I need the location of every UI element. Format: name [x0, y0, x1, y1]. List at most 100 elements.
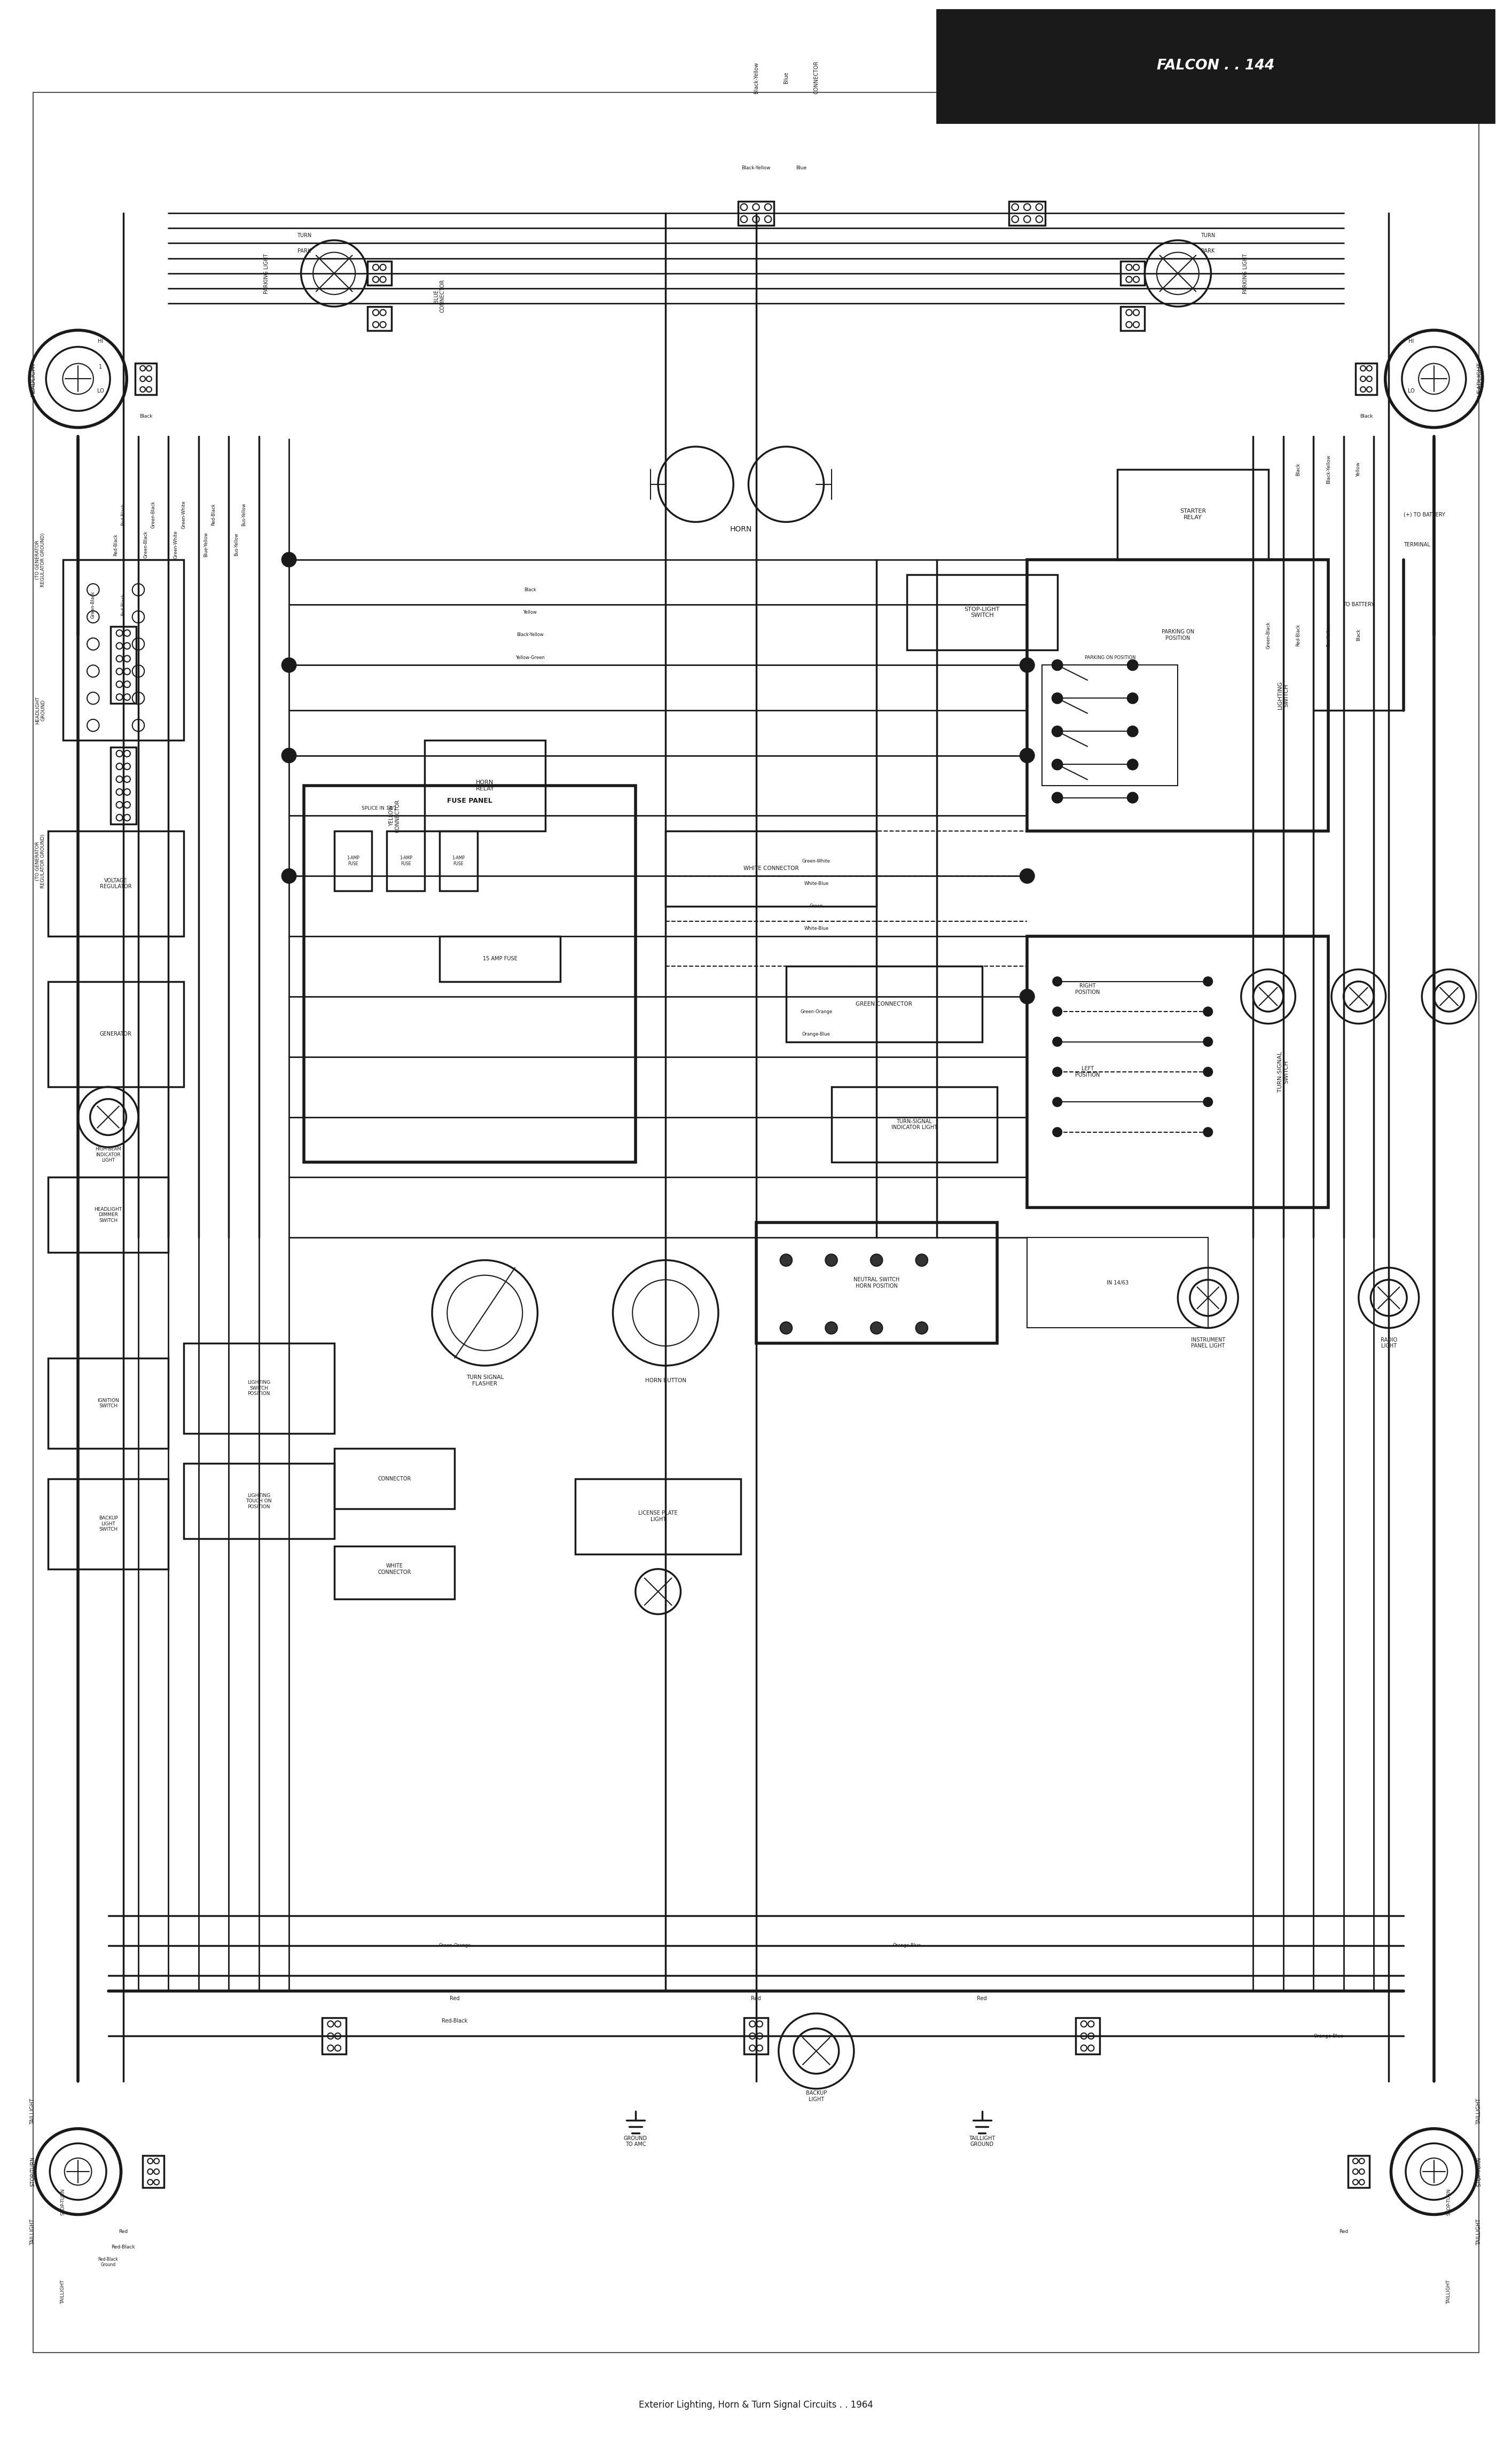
Circle shape [1128, 760, 1139, 770]
Bar [738, 200, 774, 225]
Text: LIGHTING
SWITCH: LIGHTING SWITCH [1278, 682, 1290, 709]
Bar [48, 1357, 168, 1447]
Text: Orange-Blue: Orange-Blue [892, 1944, 921, 1949]
Text: TURN: TURN [1201, 232, 1216, 240]
Text: RADIO
LIGHT: RADIO LIGHT [1380, 1337, 1397, 1350]
Text: Orange-Blue: Orange-Blue [1314, 2034, 1344, 2039]
Circle shape [1128, 692, 1139, 704]
Bar [334, 1545, 455, 1599]
Circle shape [1019, 988, 1034, 1005]
Text: Green: Green [809, 905, 823, 910]
Text: LIGHTING
SWITCH
POSITION: LIGHTING SWITCH POSITION [248, 1381, 271, 1396]
Bar [48, 1479, 168, 1570]
Circle shape [1204, 1127, 1213, 1137]
Circle shape [1052, 726, 1063, 736]
Text: STOP-TURN: STOP-TURN [1447, 2188, 1452, 2215]
Text: GROUND
TO AMC: GROUND TO AMC [623, 2134, 647, 2147]
Text: (TO GENERATOR
REGULATOR GROUND): (TO GENERATOR REGULATOR GROUND) [35, 533, 45, 587]
Text: BACKUP
LIGHT: BACKUP LIGHT [806, 2090, 827, 2103]
Text: WHITE CONNECTOR: WHITE CONNECTOR [744, 866, 798, 870]
Text: Blue-Yellow: Blue-Yellow [204, 533, 209, 557]
Text: HI: HI [1409, 337, 1414, 345]
Bar [48, 831, 183, 936]
Circle shape [916, 1254, 928, 1267]
Bar [367, 306, 392, 330]
Text: (TO GENERATOR
REGULATOR GROUND): (TO GENERATOR REGULATOR GROUND) [35, 834, 45, 888]
Text: Green-Orange: Green-Orange [800, 1010, 832, 1015]
Text: PARKING LIGHT: PARKING LIGHT [1243, 254, 1249, 293]
Circle shape [1019, 868, 1034, 883]
Text: Bus-Yellow: Bus-Yellow [1326, 623, 1331, 645]
Circle shape [871, 1254, 883, 1267]
Text: Black: Black [1356, 628, 1361, 641]
Text: Black: Black [1359, 413, 1373, 418]
Circle shape [1128, 792, 1139, 802]
Text: LICENSE PLATE
LIGHT: LICENSE PLATE LIGHT [638, 1511, 677, 1523]
Circle shape [1052, 1037, 1061, 1046]
Text: Blue: Blue [783, 71, 789, 83]
Bar [907, 575, 1057, 650]
Text: Red-Black: Red-Black [121, 504, 125, 526]
Bar [832, 1088, 996, 1161]
Text: 1-AMP
FUSE: 1-AMP FUSE [399, 856, 413, 866]
Text: Yellow-Green: Yellow-Green [516, 655, 544, 660]
Text: HORN
RELAY: HORN RELAY [476, 780, 494, 792]
Circle shape [281, 748, 296, 763]
Text: GENERATOR: GENERATOR [100, 1032, 132, 1037]
Bar [367, 262, 392, 286]
Text: Green-White: Green-White [803, 858, 830, 863]
Text: HI: HI [98, 337, 103, 345]
Text: Red-Black: Red-Black [1296, 623, 1300, 645]
Text: TAILLIGHT: TAILLIGHT [1477, 2098, 1482, 2125]
Bar [48, 980, 183, 1088]
Text: TURN-SIGNAL
SWITCH: TURN-SIGNAL SWITCH [1278, 1051, 1290, 1093]
Text: TURN: TURN [296, 232, 311, 240]
Circle shape [1204, 1037, 1213, 1046]
Bar [183, 1342, 334, 1433]
Bar [1349, 2156, 1370, 2188]
Text: HIGH-BEAM
INDICATOR
LIGHT: HIGH-BEAM INDICATOR LIGHT [95, 1147, 121, 1164]
Bar [1075, 2017, 1099, 2054]
Text: Black-Yellow: Black-Yellow [517, 633, 544, 638]
Text: HORN BUTTON: HORN BUTTON [646, 1379, 686, 1384]
Bar [440, 831, 478, 890]
Circle shape [1052, 1007, 1061, 1017]
Circle shape [1019, 748, 1034, 763]
Circle shape [871, 1323, 883, 1335]
Text: STOP-TURN: STOP-TURN [1477, 2156, 1482, 2186]
Text: IGNITION
SWITCH: IGNITION SWITCH [97, 1399, 119, 1408]
Text: NEUTRAL SWITCH
HORN POSITION: NEUTRAL SWITCH HORN POSITION [853, 1276, 900, 1289]
Text: Green-Black: Green-Black [151, 501, 156, 528]
Text: Black: Black [1296, 462, 1300, 477]
Text: TAILLIGHT: TAILLIGHT [1447, 2281, 1452, 2303]
Text: Green-Black: Green-Black [91, 592, 95, 619]
Bar [110, 748, 136, 824]
Text: TAILLIGHT: TAILLIGHT [30, 2218, 35, 2245]
Text: WHITE
CONNECTOR: WHITE CONNECTOR [378, 1562, 411, 1575]
Text: TO BATTERY: TO BATTERY [1343, 601, 1374, 606]
Text: STARTER
RELAY: STARTER RELAY [1179, 509, 1207, 521]
Bar [1027, 936, 1329, 1208]
Text: TURN SIGNAL
FLASHER: TURN SIGNAL FLASHER [466, 1374, 503, 1386]
Text: Green-White: Green-White [174, 531, 178, 560]
Bar [1117, 469, 1269, 560]
Circle shape [1052, 978, 1061, 985]
Text: Green-White: Green-White [181, 501, 186, 528]
Text: Blue: Blue [795, 166, 806, 171]
Text: PARK: PARK [1201, 247, 1214, 254]
Text: FALCON . . 144: FALCON . . 144 [1157, 59, 1275, 73]
Text: HEADLIGHT
DIMMER
SWITCH: HEADLIGHT DIMMER SWITCH [94, 1208, 122, 1222]
Text: Red-Black: Red-Black [121, 594, 125, 616]
Circle shape [1204, 1098, 1213, 1108]
Circle shape [281, 553, 296, 567]
Text: Red: Red [1340, 2230, 1349, 2235]
Bar [135, 362, 156, 394]
Bar [744, 2017, 768, 2054]
Text: Exterior Lighting, Horn & Turn Signal Circuits . . 1964: Exterior Lighting, Horn & Turn Signal Ci… [640, 2401, 872, 2411]
Text: Black-Yellow: Black-Yellow [741, 166, 771, 171]
Circle shape [1204, 978, 1213, 985]
Text: RIGHT
POSITION: RIGHT POSITION [1075, 983, 1099, 995]
Text: White-Blue: White-Blue [804, 927, 829, 932]
Circle shape [916, 1323, 928, 1335]
Bar [1042, 665, 1178, 785]
